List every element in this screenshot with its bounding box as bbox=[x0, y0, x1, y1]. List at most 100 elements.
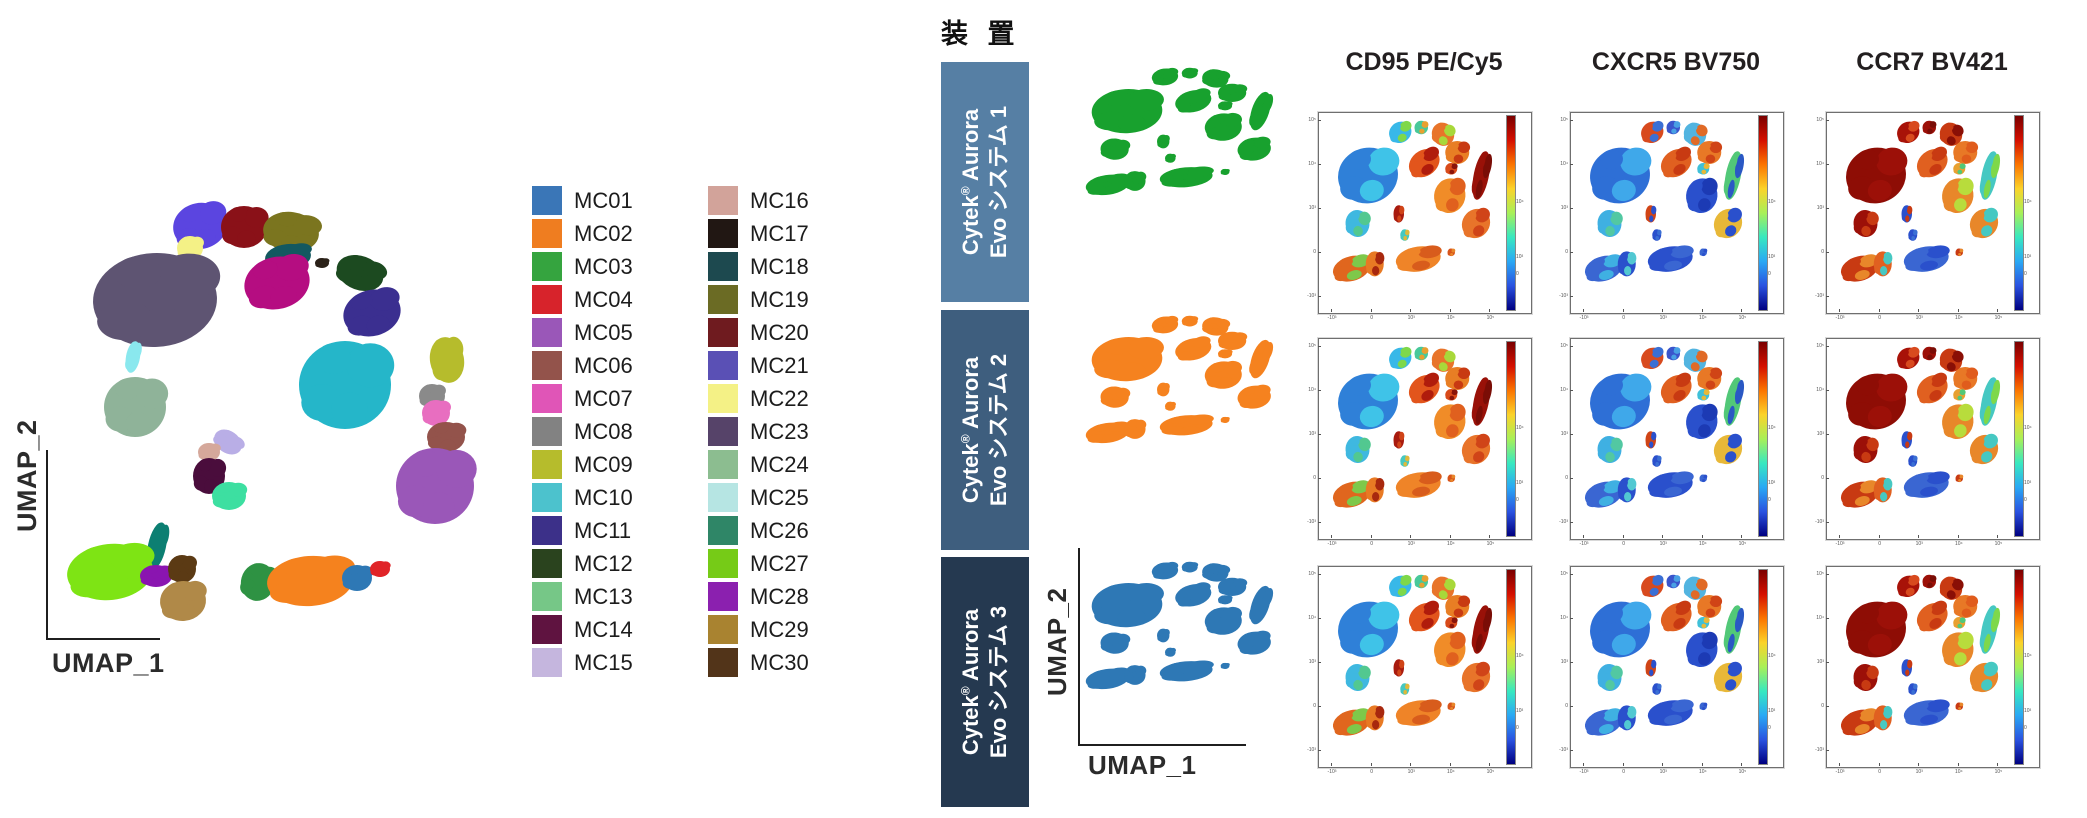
legend-swatch-MC15 bbox=[532, 648, 562, 677]
blob-top-c bbox=[1683, 348, 1708, 372]
legend-item-MC29: MC29 bbox=[708, 613, 809, 646]
blob-mid-right bbox=[1942, 403, 1974, 440]
colorbar-tick-label: 10³ bbox=[1516, 253, 1524, 260]
x-tick-label: 10⁴ bbox=[1698, 769, 1707, 775]
y-tick-mark bbox=[1318, 390, 1321, 391]
blob-top-b bbox=[1414, 346, 1429, 361]
blob-top-a bbox=[1641, 574, 1664, 598]
cluster-MC06 bbox=[427, 422, 467, 452]
x-tick-mark bbox=[1918, 309, 1920, 312]
legend-label: MC16 bbox=[750, 187, 809, 213]
y-tick-label: 10⁴ bbox=[1560, 615, 1568, 621]
blob-far-right bbox=[1471, 377, 1493, 426]
colorbar bbox=[1506, 569, 1516, 765]
blob-bottom-mid bbox=[1159, 660, 1214, 682]
blob-right-small bbox=[1217, 101, 1233, 111]
cluster-magenta-cluster bbox=[244, 253, 310, 310]
x-tick-mark bbox=[1997, 309, 1999, 312]
heatmap-umap bbox=[1584, 574, 1745, 736]
blob-top-b bbox=[1666, 346, 1681, 361]
y-tick-mark bbox=[1570, 346, 1573, 347]
y-tick-label: 10⁵ bbox=[1308, 571, 1316, 577]
colorbar-tick-label: 10⁴ bbox=[1768, 653, 1776, 660]
blob-below-left bbox=[1853, 664, 1879, 691]
x-tick-mark bbox=[1583, 309, 1584, 312]
y-tick-label: 10⁵ bbox=[1308, 343, 1316, 349]
blob-right-upper bbox=[1697, 140, 1723, 164]
blob-speck-b bbox=[1908, 229, 1918, 241]
blob-big-left bbox=[1091, 583, 1164, 628]
y-tick-mark bbox=[1318, 574, 1321, 575]
legend-label: MC21 bbox=[750, 352, 809, 378]
blob-top-b bbox=[1922, 346, 1937, 361]
blob-mid-right bbox=[1204, 360, 1243, 389]
blob-top-b bbox=[1181, 315, 1199, 327]
cluster-MC14 bbox=[193, 458, 227, 494]
blob-bottom-mid bbox=[1395, 471, 1442, 498]
x-tick-label: 10⁵ bbox=[1486, 769, 1495, 775]
main-umap-plot bbox=[67, 201, 477, 622]
legend-swatch-MC24 bbox=[708, 450, 738, 479]
x-tick-label: -10³ bbox=[1835, 769, 1845, 775]
system-label-line1: Cytek® Aurora bbox=[957, 356, 983, 504]
y-tick-mark bbox=[1570, 164, 1573, 165]
y-tick-label: 10⁴ bbox=[1816, 615, 1824, 621]
y-tick-label: 10⁵ bbox=[1308, 117, 1316, 123]
blob-top-a bbox=[1389, 574, 1412, 598]
blob-low-right bbox=[1237, 384, 1271, 409]
y-tick-mark bbox=[1826, 120, 1829, 121]
x-tick-mark bbox=[1839, 309, 1840, 312]
legend-label: MC10 bbox=[574, 484, 633, 510]
y-tick-label: -10³ bbox=[1559, 519, 1568, 525]
legend-item-MC14: MC14 bbox=[532, 613, 633, 646]
system-label-line2: Evo システム 1 bbox=[986, 105, 1011, 259]
blob-right-upper bbox=[1445, 594, 1471, 618]
blob-low-right bbox=[1969, 207, 1999, 239]
legend-label: MC02 bbox=[574, 220, 633, 246]
colorbar-tick-label: 10³ bbox=[2024, 479, 2032, 486]
blob-below-left bbox=[1597, 436, 1623, 463]
legend-swatch-MC29 bbox=[708, 615, 738, 644]
y-tick-mark bbox=[1826, 750, 1829, 751]
y-tick-label: 0 bbox=[1821, 703, 1824, 709]
x-tick-label: 0 bbox=[1622, 541, 1625, 547]
blob-top-a bbox=[1641, 346, 1664, 370]
colorbar-tick-label: 10³ bbox=[2024, 253, 2032, 260]
cluster-MC27 bbox=[67, 542, 155, 601]
blob-low-right bbox=[1237, 630, 1271, 655]
heatmap-umap bbox=[1584, 120, 1745, 282]
x-tick-mark bbox=[1449, 535, 1451, 538]
blob-mid-right bbox=[1204, 112, 1243, 141]
x-tick-label: 10⁴ bbox=[1954, 769, 1963, 775]
legend-label: MC26 bbox=[750, 517, 809, 543]
blob-bottom-mid bbox=[1903, 245, 1950, 272]
registered-mark: ® bbox=[958, 434, 973, 444]
legend-label: MC23 bbox=[750, 418, 809, 444]
cluster-MC05 bbox=[396, 448, 477, 524]
blob-speck-b bbox=[1400, 683, 1410, 695]
x-tick-mark bbox=[1957, 535, 1959, 538]
x-tick-mark bbox=[1701, 535, 1703, 538]
blob-top-a bbox=[1151, 67, 1179, 86]
blob-bottom-mid bbox=[1647, 471, 1694, 498]
y-tick-mark bbox=[1570, 706, 1573, 707]
blob-tiny-right bbox=[1447, 248, 1456, 257]
blob-mid-right bbox=[1942, 631, 1974, 668]
y-tick-mark bbox=[1826, 574, 1829, 575]
x-tick-mark bbox=[1489, 535, 1491, 538]
legend-label: MC15 bbox=[574, 649, 633, 675]
blob-far-right bbox=[1979, 377, 2001, 426]
cluster-MC04 bbox=[370, 561, 391, 577]
y-tick-mark bbox=[1570, 296, 1573, 297]
legend-swatch-MC09 bbox=[532, 450, 562, 479]
blob-leaf bbox=[1175, 582, 1212, 607]
x-tick-label: 0 bbox=[1622, 769, 1625, 775]
blob-tiny-right bbox=[1699, 474, 1708, 483]
blob-speck-a bbox=[1901, 659, 1913, 677]
blob-right-upper bbox=[1445, 366, 1471, 390]
x-tick-label: 10⁵ bbox=[1486, 315, 1495, 321]
y-tick-mark bbox=[1570, 574, 1573, 575]
legend-item-MC04: MC04 bbox=[532, 283, 633, 316]
legend-swatch-MC16 bbox=[708, 186, 738, 215]
heatmap-umap bbox=[1840, 574, 2001, 736]
